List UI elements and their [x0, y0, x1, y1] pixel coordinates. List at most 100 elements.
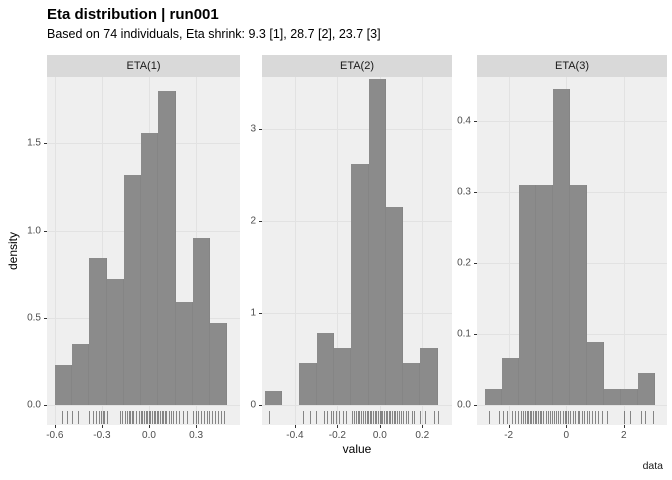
rug-mark: [531, 411, 533, 424]
rug-mark: [434, 411, 436, 424]
y-tick-label: 1.5: [27, 137, 41, 149]
y-tick-label: 3: [250, 123, 256, 135]
y-tick-mark: [259, 312, 262, 314]
rug-mark: [543, 411, 545, 424]
rug-mark: [182, 411, 184, 424]
rug-mark: [150, 411, 152, 424]
histogram-bar: [553, 89, 571, 405]
histogram-bar: [264, 391, 283, 405]
y-tick-mark: [474, 192, 477, 193]
rug-mark: [511, 411, 513, 424]
rug-mark: [102, 411, 104, 424]
x-tick-mark: [379, 425, 381, 428]
rug-mark: [327, 411, 329, 424]
rug-mark: [145, 411, 147, 424]
histogram-bar: [158, 90, 176, 405]
y-tick-label: 0.0: [27, 399, 41, 411]
rug-mark: [214, 411, 216, 424]
rug-mark: [127, 411, 129, 424]
plot-subtitle: Based on 74 individuals, Eta shrink: 9.3…: [47, 27, 381, 41]
rug-mark: [363, 411, 365, 424]
rug-mark: [178, 411, 180, 424]
y-tick-mark: [44, 317, 47, 319]
rug-mark: [147, 411, 149, 424]
histogram-bar: [123, 174, 142, 405]
y-tick-label: 0.0: [457, 399, 471, 411]
histogram-bar: [536, 184, 554, 405]
histogram-bar: [54, 364, 73, 405]
gridline-horizontal: [262, 405, 452, 406]
rug-mark: [579, 411, 581, 424]
rug-mark: [333, 411, 335, 424]
histogram-bar: [485, 389, 503, 405]
rug-mark: [403, 411, 405, 424]
rug-mark: [526, 411, 528, 424]
rug-mark: [218, 411, 220, 424]
rug-mark: [539, 411, 541, 424]
rug-mark: [133, 411, 135, 424]
rug-mark: [141, 411, 143, 424]
rug-mark: [520, 411, 522, 424]
rug-mark: [384, 411, 386, 424]
rug-mark: [106, 411, 108, 424]
rug-mark: [408, 411, 410, 424]
rug-mark: [560, 411, 562, 424]
rug-mark: [582, 411, 584, 424]
facet-panel: [47, 77, 240, 425]
rug-mark: [77, 411, 79, 424]
facet-panel: [262, 77, 452, 425]
caption-data: data: [642, 460, 663, 472]
gridline-vertical: [422, 77, 424, 425]
rug-mark: [330, 411, 332, 424]
x-tick-mark: [508, 425, 510, 428]
rug-mark: [356, 411, 358, 424]
y-tick-mark: [259, 405, 262, 406]
rug-mark: [532, 411, 534, 424]
histogram-bar: [192, 237, 211, 405]
rug-mark: [196, 411, 198, 424]
rug-mark: [156, 411, 158, 424]
rug-mark: [366, 411, 368, 424]
x-tick-mark: [294, 425, 296, 428]
rug-mark: [390, 411, 392, 424]
rug-mark: [122, 411, 124, 424]
rug-mark: [143, 411, 145, 424]
rug-mark: [558, 411, 560, 424]
rug-mark: [538, 411, 540, 424]
y-tick-label: 1.0: [27, 225, 41, 237]
x-tick-label: 0.3: [189, 430, 204, 441]
rug-mark: [354, 411, 356, 424]
rug-mark: [370, 411, 372, 424]
histogram-bar: [570, 184, 588, 405]
rug-mark: [131, 411, 133, 424]
histogram-bar: [519, 184, 537, 405]
rug-mark: [420, 411, 422, 424]
rug-mark: [316, 411, 318, 424]
rug-mark: [192, 411, 194, 424]
histogram-bar: [604, 389, 622, 405]
facet-strip-label: ETA(3): [554, 60, 590, 72]
rug-mark: [577, 411, 579, 424]
rug-mark: [269, 411, 271, 424]
rug-mark: [158, 411, 160, 424]
rug-mark: [381, 411, 383, 424]
x-tick-label: 0: [563, 430, 570, 441]
rug-mark: [502, 411, 504, 424]
rug-mark: [128, 411, 130, 424]
x-tick-label: 2: [621, 430, 627, 441]
rug-mark: [163, 411, 165, 424]
rug-mark: [567, 411, 569, 424]
rug-mark: [411, 411, 413, 424]
rug-mark: [437, 411, 439, 424]
y-tick-label: 0.4: [457, 115, 471, 127]
x-tick-label: 0.0: [142, 430, 156, 441]
plot-title: Eta distribution | run001: [47, 6, 219, 23]
rug-mark: [203, 411, 205, 424]
x-tick-mark: [101, 425, 103, 428]
gridline-vertical: [101, 77, 103, 425]
rug-mark: [545, 411, 547, 424]
gridline-vertical: [294, 77, 296, 425]
rug-mark: [556, 411, 558, 424]
histogram-bar: [141, 132, 159, 405]
